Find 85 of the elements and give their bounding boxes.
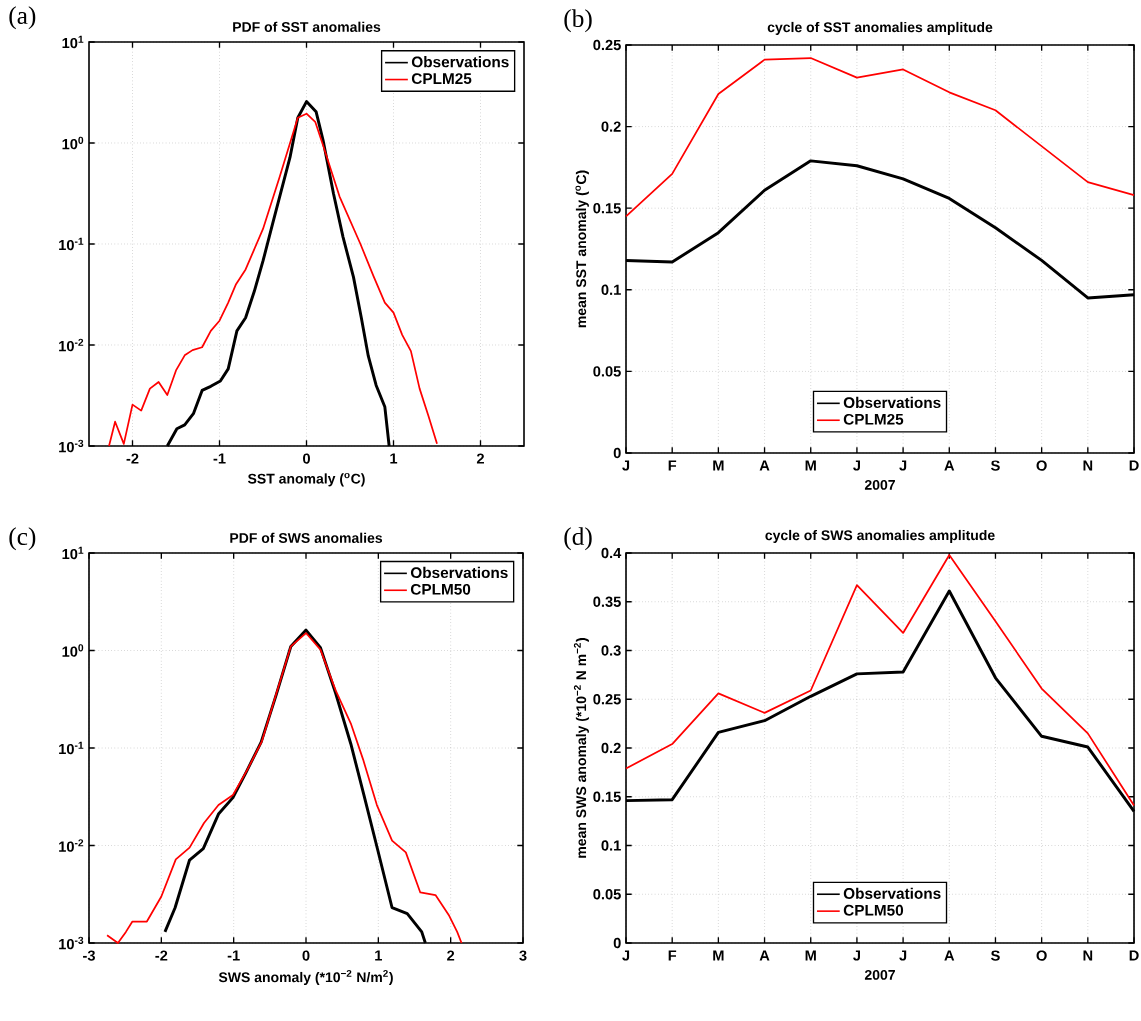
x-tick-label: 1 bbox=[390, 453, 398, 464]
x-tick-label: F bbox=[668, 460, 677, 471]
x-tick-label: J bbox=[853, 950, 860, 961]
x-tick-label: A bbox=[759, 950, 770, 961]
legend-label: Observations bbox=[410, 566, 508, 579]
text: (d) bbox=[564, 527, 592, 551]
y-tick-label: 0.15 bbox=[593, 203, 621, 214]
y-tick-label: 10$^{0}$ bbox=[62, 644, 84, 657]
x-axis-title: SST anomaly ($^{o}$C) bbox=[247, 472, 365, 487]
y-tick-label: 0.15 bbox=[593, 791, 621, 802]
line-series bbox=[625, 554, 1135, 807]
y-tick-label: 0.25 bbox=[593, 694, 621, 705]
y-tick-label: 0.35 bbox=[593, 596, 621, 607]
y-tick-label: 0.1 bbox=[601, 840, 621, 851]
y-tick-label: 10$^{1}$ bbox=[62, 35, 84, 49]
text: (a) bbox=[9, 6, 36, 30]
y-tick-label: 0.1 bbox=[601, 284, 621, 295]
line-series bbox=[106, 632, 463, 944]
x-tick-label: 0 bbox=[302, 950, 310, 961]
x-tick-label: M bbox=[713, 950, 724, 961]
x-tick-label: M bbox=[805, 460, 816, 471]
x-tick-label: J bbox=[622, 460, 630, 471]
legend-label: Observations bbox=[411, 56, 509, 68]
x-tick-label: M bbox=[713, 460, 724, 471]
x-tick-label: A bbox=[944, 460, 955, 471]
y-tick-label: 10$^{-3}$ bbox=[59, 936, 84, 950]
chart-title: cycle of SST anomalies amplitude bbox=[767, 21, 993, 35]
x-tick-label: O bbox=[1036, 460, 1047, 471]
y-tick-label: 10$^{-1}$ bbox=[59, 237, 84, 251]
x-tick-label: D bbox=[1129, 460, 1139, 471]
x-tick-label: -2 bbox=[155, 950, 168, 961]
text: (b) bbox=[564, 9, 592, 33]
x-tick-label: 1 bbox=[375, 950, 382, 961]
y-tick-label: 0.05 bbox=[593, 889, 621, 900]
x-tick-label: J bbox=[853, 460, 860, 471]
x-tick-label: J bbox=[899, 950, 907, 961]
x-tick-label: 2 bbox=[447, 950, 455, 961]
y-tick-label: 10$^{-2}$ bbox=[59, 839, 84, 852]
x-tick-label: A bbox=[944, 950, 955, 961]
y-tick-label: 10$^{1}$ bbox=[62, 546, 84, 560]
x-tick-label: 2 bbox=[476, 453, 484, 464]
y-tick-label: 0 bbox=[613, 937, 621, 949]
x-tick-label: N bbox=[1083, 460, 1093, 471]
x-tick-label: J bbox=[622, 950, 630, 961]
y-axis-title: mean SWS anomaly (*10$^{−2}$ N m$^{−2}$) bbox=[573, 638, 589, 858]
y-tick-label: 0.2 bbox=[601, 742, 621, 754]
y-tick-label: 10$^{-1}$ bbox=[59, 741, 84, 755]
legend-label: CPLM50 bbox=[843, 904, 904, 916]
y-tick-label: 0.3 bbox=[601, 645, 621, 656]
x-tick-label: S bbox=[990, 950, 1000, 961]
x-axis-title: SWS anomaly (*10$^{−2}$ N/m$^{2}$) bbox=[218, 969, 393, 985]
text: (c) bbox=[9, 527, 36, 551]
x-tick-label: D bbox=[1129, 950, 1139, 961]
x-tick-label: A bbox=[759, 460, 770, 471]
y-tick-label: 0.4 bbox=[601, 547, 622, 559]
x-tick-label: -1 bbox=[213, 453, 226, 464]
x-tick-label: -3 bbox=[83, 950, 95, 961]
x-tick-label: 0 bbox=[303, 453, 310, 464]
x-tick-label: -2 bbox=[126, 453, 139, 464]
legend-label: Observations bbox=[843, 887, 941, 899]
x-tick-label: N bbox=[1083, 950, 1093, 961]
x-tick-label: F bbox=[668, 950, 677, 961]
chart-title: PDF of SST anomalies bbox=[233, 21, 381, 32]
y-axis-title: mean SST anomaly ($^{o}$C) bbox=[575, 170, 589, 328]
chart-title: PDF of SWS anomalies bbox=[230, 532, 383, 543]
legend-label: Observations bbox=[843, 396, 941, 409]
x-tick-label: J bbox=[899, 460, 907, 471]
x-tick-label: -1 bbox=[227, 950, 240, 961]
legend-label: CPLM50 bbox=[410, 583, 471, 595]
x-tick-label: S bbox=[990, 460, 1000, 471]
y-tick-label: 10$^{0}$ bbox=[62, 136, 84, 150]
y-tick-label: 10$^{-2}$ bbox=[59, 338, 84, 352]
x-axis-title: 2007 bbox=[864, 969, 895, 980]
x-axis-title: 2007 bbox=[864, 479, 895, 490]
y-tick-label: 0.05 bbox=[593, 366, 621, 377]
y-tick-label: 0.2 bbox=[601, 121, 621, 132]
legend-label: CPLM25 bbox=[411, 73, 472, 85]
x-tick-label: M bbox=[805, 950, 816, 961]
y-tick-label: 0.25 bbox=[593, 39, 621, 51]
x-tick-label: O bbox=[1036, 950, 1047, 961]
x-tick-label: 3 bbox=[519, 950, 527, 961]
chart-title: cycle of SWS anomalies amplitude bbox=[765, 529, 995, 543]
line-series bbox=[108, 112, 438, 447]
legend-label: CPLM25 bbox=[843, 413, 904, 425]
y-tick-label: 10$^{-3}$ bbox=[59, 439, 84, 453]
